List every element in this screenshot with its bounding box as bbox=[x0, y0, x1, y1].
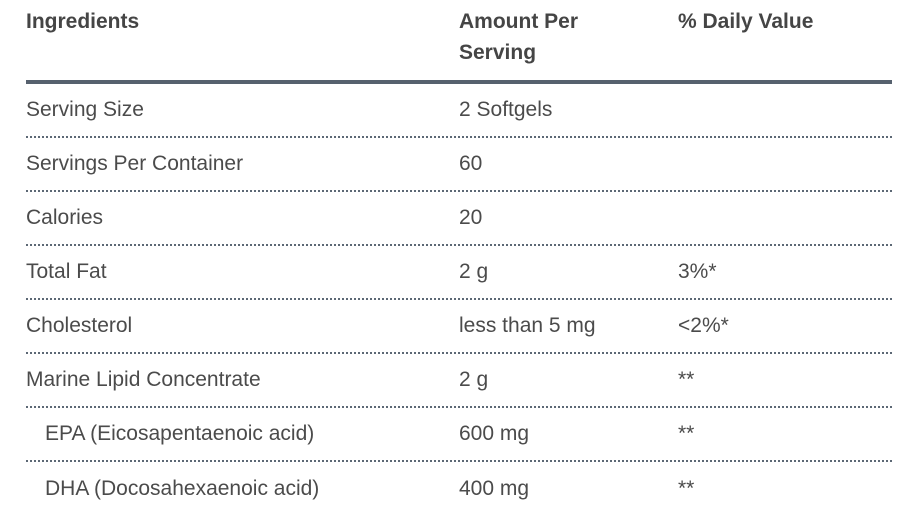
ingredient-name: Total Fat bbox=[26, 260, 107, 283]
daily-value: <2%* bbox=[678, 314, 729, 337]
column-header-ingredients: Ingredients bbox=[26, 10, 140, 33]
daily-value: 3%* bbox=[678, 260, 717, 283]
table-row-cholesterol: Cholesterol less than 5 mg <2%* bbox=[26, 300, 892, 354]
amount-value: 60 bbox=[459, 152, 483, 175]
daily-value: ** bbox=[678, 422, 695, 445]
table-row-epa: EPA (Eicosapentaenoic acid) 600 mg ** bbox=[26, 408, 892, 462]
table-row-marine-lipid-concentrate: Marine Lipid Concentrate 2 g ** bbox=[26, 354, 892, 408]
table-row-servings-per-container: Servings Per Container 60 bbox=[26, 138, 892, 192]
ingredient-name: Servings Per Container bbox=[26, 152, 244, 175]
amount-value: 2 g bbox=[459, 368, 489, 391]
ingredient-name: Marine Lipid Concentrate bbox=[26, 368, 261, 391]
ingredient-name: EPA (Eicosapentaenoic acid) bbox=[45, 422, 315, 445]
table-row-total-fat: Total Fat 2 g 3%* bbox=[26, 246, 892, 300]
table-header-row: Ingredients Amount Per Serving % Daily V… bbox=[26, 0, 892, 84]
column-header-amount-per-serving: Amount Per Serving bbox=[459, 10, 579, 64]
amount-value: 2 g bbox=[459, 260, 489, 283]
amount-value: less than 5 mg bbox=[459, 314, 596, 337]
amount-value: 2 Softgels bbox=[459, 98, 553, 121]
daily-value: ** bbox=[678, 368, 695, 391]
ingredient-name: Serving Size bbox=[26, 98, 144, 121]
table-row-serving-size: Serving Size 2 Softgels bbox=[26, 84, 892, 138]
supplement-facts-table: Ingredients Amount Per Serving % Daily V… bbox=[26, 0, 892, 516]
daily-value: ** bbox=[678, 477, 695, 500]
ingredient-name: Cholesterol bbox=[26, 314, 133, 337]
amount-value: 400 mg bbox=[459, 477, 530, 500]
ingredient-name: DHA (Docosahexaenoic acid) bbox=[45, 477, 320, 500]
amount-value: 600 mg bbox=[459, 422, 530, 445]
amount-value: 20 bbox=[459, 206, 483, 229]
table-row-calories: Calories 20 bbox=[26, 192, 892, 246]
table-row-dha: DHA (Docosahexaenoic acid) 400 mg ** bbox=[26, 462, 892, 516]
ingredient-name: Calories bbox=[26, 206, 104, 229]
column-header-daily-value: % Daily Value bbox=[678, 10, 814, 33]
